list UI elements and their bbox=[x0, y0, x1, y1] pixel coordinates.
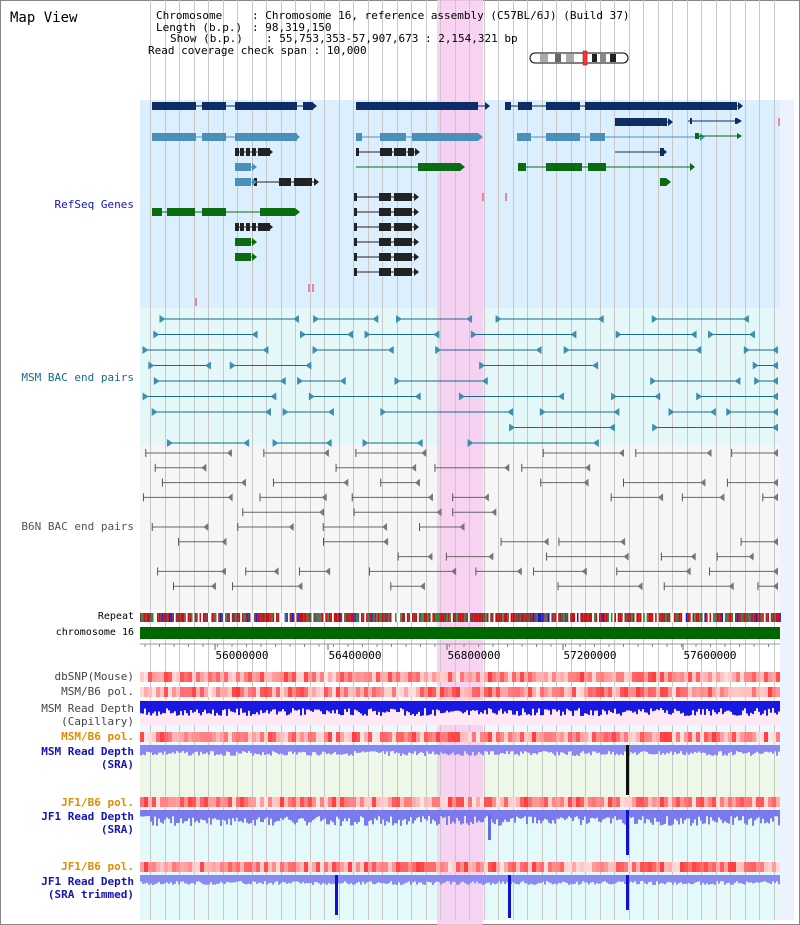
gene-feature bbox=[517, 133, 705, 141]
info-show-row: Show (b.p.): 55,753,353-57,907,673 : 2,1… bbox=[148, 32, 518, 45]
gene-feature bbox=[354, 208, 419, 216]
heat-strips[interactable] bbox=[140, 672, 780, 872]
label-msm-b6-pol-2[interactable]: MSM/B6 pol. bbox=[61, 730, 134, 743]
label-dbsnp[interactable]: dbSNP(Mouse) bbox=[54, 670, 134, 683]
info-span-key: Read coverage check span bbox=[148, 43, 307, 57]
gene-feature bbox=[354, 268, 419, 276]
gene-feature bbox=[615, 148, 667, 156]
info-length-row: Length (b.p.): 98,319,150 bbox=[148, 21, 331, 34]
gene-feature bbox=[354, 253, 419, 261]
label-msm-depth-capillary[interactable]: MSM Read Depth (Capillary) bbox=[41, 702, 134, 728]
info-length-key: Length (b.p.) bbox=[156, 20, 243, 34]
gene-feature bbox=[518, 163, 695, 171]
chromosome-ideogram[interactable] bbox=[529, 50, 629, 66]
gene-feature bbox=[152, 102, 317, 110]
label-chromosome[interactable]: chromosome 16 bbox=[55, 627, 134, 638]
axis-tick-label: 56000000 bbox=[216, 649, 269, 662]
label-b6n-bac[interactable]: B6N BAC end pairs bbox=[21, 520, 134, 533]
page-title: Map View bbox=[10, 10, 78, 26]
region-info: Chromosome: Chromosome 16, reference ass… bbox=[148, 10, 630, 56]
grid-lines bbox=[150, 0, 775, 920]
axis-tick-label: 57600000 bbox=[684, 649, 737, 662]
info-span-row: Read coverage check span : 10,000 bbox=[148, 43, 367, 57]
b6n-bac-track[interactable] bbox=[142, 449, 778, 591]
gene-feature bbox=[354, 223, 419, 231]
repeat-track[interactable] bbox=[140, 613, 781, 622]
label-jf1-b6-pol-2[interactable]: JF1/B6 pol. bbox=[61, 860, 134, 873]
label-jf1-b6-pol[interactable]: JF1/B6 pol. bbox=[61, 796, 134, 809]
ideogram-position-marker bbox=[582, 50, 588, 66]
gene-feature bbox=[235, 178, 257, 186]
gene-feature bbox=[152, 208, 300, 216]
gene-feature bbox=[356, 163, 465, 171]
axis-tick-label: 56400000 bbox=[329, 649, 382, 662]
depth-histograms[interactable] bbox=[140, 700, 780, 918]
gene-feature bbox=[354, 193, 419, 201]
highlight-region[interactable] bbox=[437, 0, 483, 925]
gene-feature bbox=[235, 163, 257, 171]
gene-feature bbox=[235, 148, 273, 156]
info-span-value: 10,000 bbox=[326, 43, 367, 57]
gene-feature bbox=[356, 133, 483, 141]
label-msm-depth-sra[interactable]: MSM Read Depth (SRA) bbox=[41, 745, 134, 771]
gene-feature bbox=[505, 102, 743, 110]
gene-feature bbox=[615, 118, 673, 126]
right-margin-strip bbox=[780, 100, 794, 920]
axis-ticks: 56000000 56400000 56800000 57200000 57600000 bbox=[144, 644, 769, 662]
gene-feature bbox=[660, 178, 671, 186]
info-show-value: 55,753,353-57,907,673 : 2,154,321 bp bbox=[279, 32, 518, 45]
gene-feature bbox=[235, 223, 273, 231]
axis-tick-label: 56800000 bbox=[448, 649, 501, 662]
gene-feature bbox=[354, 238, 419, 246]
chromosome-bar[interactable] bbox=[140, 627, 780, 639]
axis-tick-label: 57200000 bbox=[564, 649, 617, 662]
label-repeat[interactable]: Repeat bbox=[97, 611, 134, 622]
info-length-value: 98,319,150 bbox=[265, 20, 332, 34]
info-chromosome-value: Chromosome 16, reference assembly (C57BL… bbox=[265, 9, 630, 22]
gene-feature bbox=[235, 253, 257, 261]
label-msm-b6-pol[interactable]: MSM/B6 pol. bbox=[61, 685, 134, 698]
gene-feature bbox=[152, 133, 300, 141]
gene-feature bbox=[235, 238, 257, 246]
gene-feature bbox=[695, 133, 742, 139]
refseq-genes-track[interactable] bbox=[152, 102, 780, 306]
info-chromosome-key: Chromosome bbox=[156, 9, 223, 22]
label-jf1-depth-trimmed[interactable]: JF1 Read Depth (SRA trimmed) bbox=[41, 875, 134, 901]
gene-feature bbox=[688, 118, 742, 124]
gene-feature bbox=[356, 102, 490, 110]
gene-feature bbox=[356, 148, 420, 156]
info-show-key: Show (b.p.) bbox=[170, 32, 243, 45]
label-refseq-genes[interactable]: RefSeq Genes bbox=[54, 198, 134, 211]
msm-bac-track[interactable] bbox=[142, 315, 778, 447]
label-jf1-depth-sra[interactable]: JF1 Read Depth (SRA) bbox=[41, 810, 134, 836]
label-msm-bac[interactable]: MSM BAC end pairs bbox=[21, 371, 134, 384]
info-chromosome-row: Chromosome: Chromosome 16, reference ass… bbox=[148, 9, 630, 22]
